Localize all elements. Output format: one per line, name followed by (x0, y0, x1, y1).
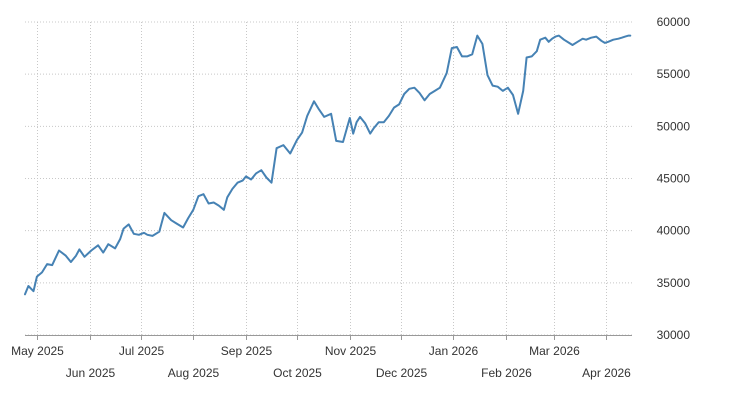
x-tick-label: Jan 2026 (429, 344, 479, 358)
x-tick-label: Apr 2026 (582, 366, 631, 380)
y-tick-label: 30000 (657, 328, 691, 342)
y-tick-label: 40000 (657, 224, 691, 238)
x-axis (25, 335, 632, 340)
x-tick-label: Jul 2025 (119, 344, 165, 358)
x-tick-label: Aug 2025 (168, 366, 220, 380)
y-tick-label: 50000 (657, 119, 691, 133)
y-axis-tick-labels: 30000 35000 40000 45000 50000 55000 60000 (657, 15, 691, 342)
x-tick-label: Feb 2026 (481, 366, 532, 380)
x-tick-label: Jun 2025 (66, 366, 116, 380)
y-tick-label: 35000 (657, 276, 691, 290)
x-tick-label: Oct 2025 (273, 366, 322, 380)
x-tick-label: Sep 2025 (221, 344, 273, 358)
y-tick-label: 60000 (657, 15, 691, 29)
grid-lines (25, 21, 632, 336)
x-tick-label: Nov 2025 (325, 344, 377, 358)
series-line (24, 34, 632, 296)
x-tick-label: Mar 2026 (529, 344, 580, 358)
x-tick-label: May 2025 (11, 344, 64, 358)
y-tick-label: 55000 (657, 67, 691, 81)
series-layer (24, 34, 632, 296)
y-tick-label: 45000 (657, 172, 691, 186)
x-tick-label: Dec 2025 (376, 366, 428, 380)
